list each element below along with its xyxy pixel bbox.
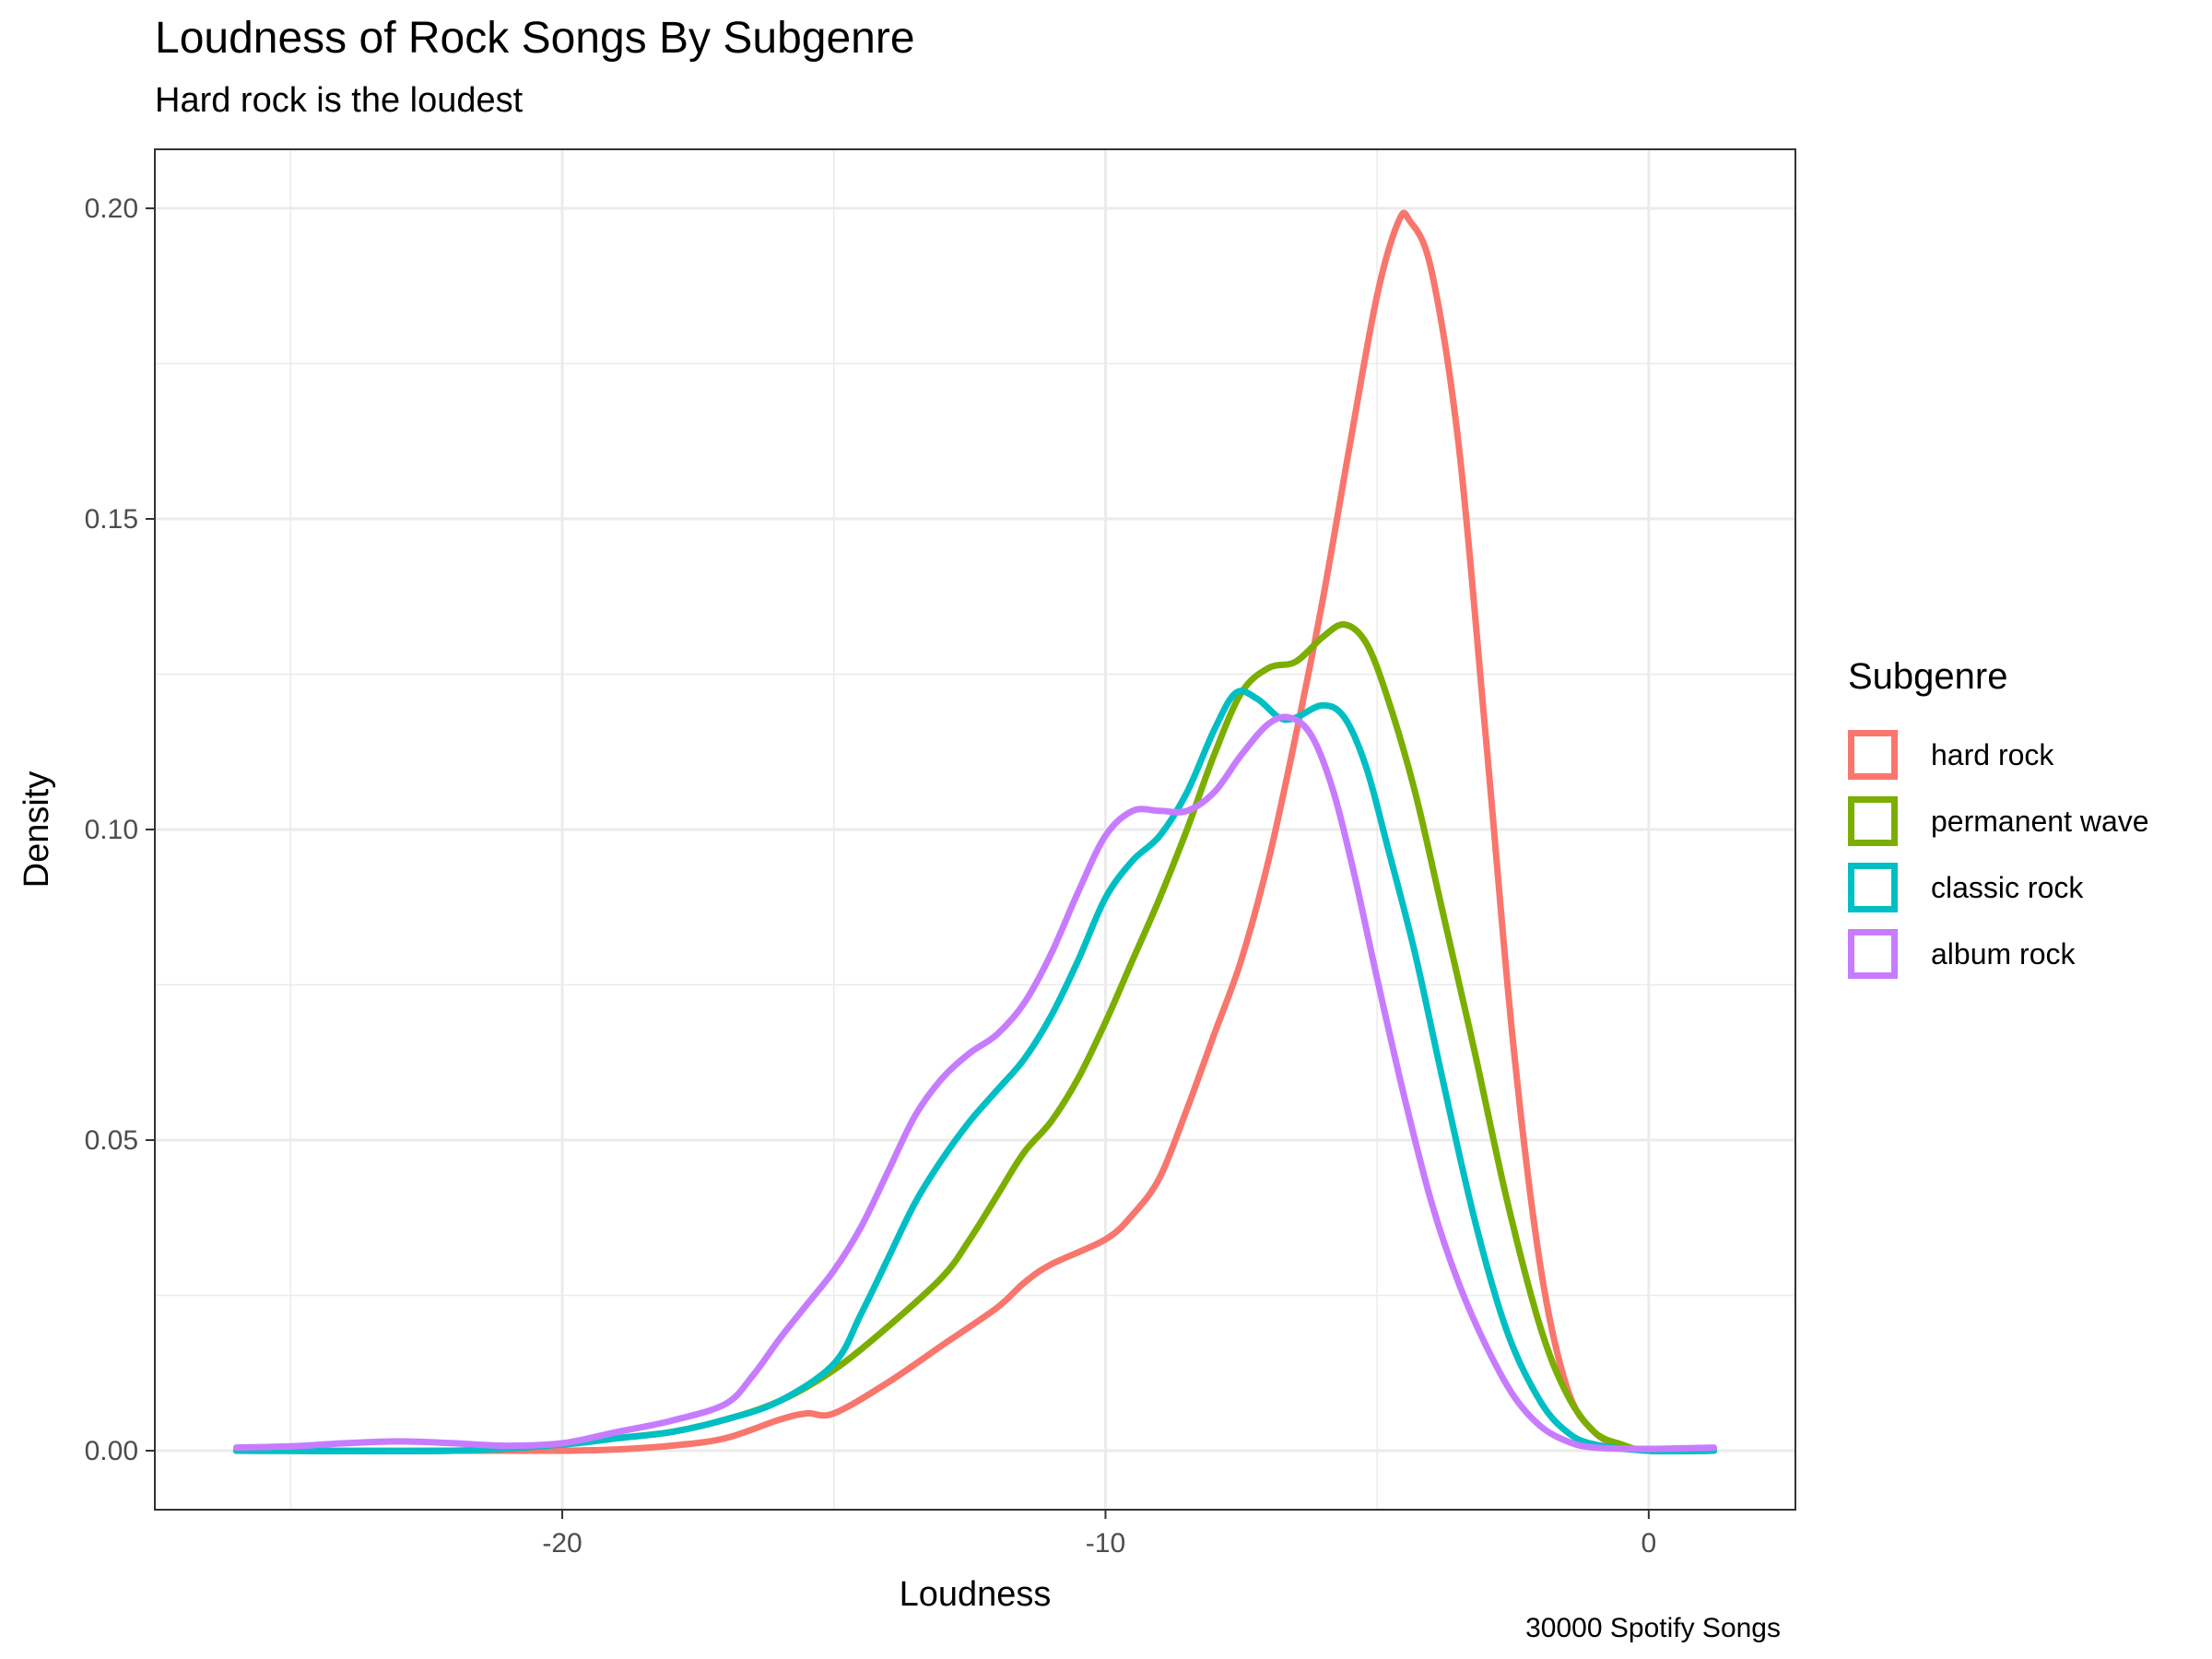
legend-key-classic-rock	[1848, 863, 1898, 912]
chart-subtitle: Hard rock is the loudest	[155, 81, 524, 120]
density-line-hard-rock	[232, 209, 1718, 1454]
legend-label: permanent wave	[1931, 804, 2149, 838]
legend-label: album rock	[1931, 936, 2076, 971]
legend-title: Subgenre	[1848, 656, 2008, 697]
legend-label: classic rock	[1931, 870, 2084, 904]
legend-item-classic-rock: classic rock	[1848, 854, 2149, 921]
density-line-album-rock	[232, 713, 1718, 1453]
x-tick-label: -20	[542, 1528, 582, 1559]
density-line-permanent-wave	[232, 621, 1718, 1454]
chart-caption: 30000 Spotify Songs	[1525, 1613, 1781, 1643]
legend-label: hard rock	[1931, 737, 2054, 771]
x-tick-label: 0	[1641, 1528, 1657, 1559]
y-tick-label: 0.10	[85, 815, 138, 845]
legend: Subgenre hard rock permanent wave classi…	[1848, 656, 2149, 987]
y-tick-label: 0.20	[85, 194, 138, 224]
legend-item-hard-rock: hard rock	[1848, 722, 2149, 788]
legend-key-permanent-wave	[1848, 796, 1898, 846]
y-tick-label: 0.05	[85, 1125, 138, 1156]
x-axis-title: Loudness	[900, 1575, 1052, 1614]
legend-item-permanent-wave: permanent wave	[1848, 788, 2149, 854]
chart-title: Loudness of Rock Songs By Subgenre	[155, 14, 915, 63]
density-line-classic-rock	[232, 688, 1718, 1454]
legend-key-hard-rock	[1848, 730, 1898, 780]
legend-key-album-rock	[1848, 929, 1898, 979]
y-axis-title: Density	[18, 771, 56, 888]
x-tick-label: -10	[1086, 1528, 1125, 1559]
y-tick-label: 0.15	[85, 504, 138, 535]
legend-item-album-rock: album rock	[1848, 921, 2149, 987]
y-tick-label: 0.00	[85, 1436, 138, 1466]
